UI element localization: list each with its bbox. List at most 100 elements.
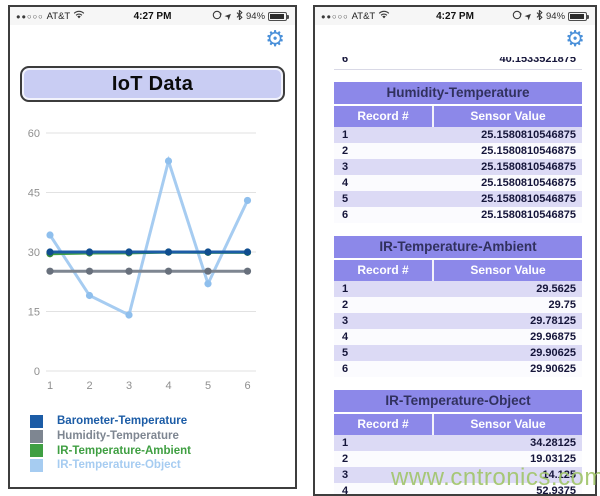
record-number: 2 — [342, 453, 349, 465]
table-column-header: Record # Sensor Value — [334, 260, 582, 281]
table-column-header: Record # Sensor Value — [334, 106, 582, 127]
sensor-value: 25.1580810546875 — [481, 209, 576, 221]
svg-text:30: 30 — [28, 247, 40, 259]
record-number: 6 — [342, 209, 349, 221]
table-title: IR-Temperature-Object — [334, 390, 582, 412]
sensor-table: IR-Temperature-Object Record # Sensor Valu… — [334, 390, 582, 496]
record-number: 6 — [342, 57, 349, 65]
column-header-cell: Sensor Value — [470, 109, 546, 123]
table-row: 1 34.28125 — [334, 435, 582, 451]
record-number: 6 — [342, 363, 349, 375]
sensor-value: 29.5625 — [536, 283, 576, 295]
column-header-cell: Sensor Value — [470, 417, 546, 431]
iot-line-chart: 0 15 30 45 60 1 2 3 4 5 6 — [10, 116, 295, 401]
sensor-value: 52.9375 — [536, 485, 576, 496]
legend-item: Humidity-Temperature — [30, 429, 191, 444]
rotation-lock-icon — [512, 10, 523, 23]
battery-percent-label: 94% — [246, 10, 266, 22]
location-arrow-icon: ➤ — [222, 9, 236, 22]
record-number: 2 — [342, 299, 349, 311]
carrier-label: AT&T — [46, 10, 71, 22]
svg-text:0: 0 — [34, 366, 40, 378]
legend-swatch — [30, 429, 43, 443]
status-bar: ●●○○○ AT&T 4:27 PM ➤ 94% — [10, 7, 295, 25]
battery-percent-label: 94% — [546, 10, 566, 22]
table-row: 5 25.1580810546875 — [334, 191, 582, 207]
svg-text:2: 2 — [86, 380, 92, 392]
sensor-value: 25.1580810546875 — [481, 129, 576, 141]
clock-label: 4:27 PM — [133, 10, 172, 22]
record-number: 3 — [342, 161, 349, 173]
record-number: 4 — [342, 485, 349, 496]
sensor-value: 19.03125 — [530, 453, 576, 465]
record-number: 5 — [342, 193, 349, 205]
battery-icon — [568, 11, 590, 21]
svg-text:6: 6 — [244, 380, 250, 392]
page-title: IoT Data — [20, 66, 285, 102]
nav-bar: ⚙ — [10, 25, 295, 57]
legend-item: IR-Temperature-Object — [30, 458, 191, 473]
table-row: 3 29.78125 — [334, 313, 582, 329]
table-row: 4 52.9375 — [334, 483, 582, 496]
table-body: 1 29.5625 2 29.75 3 29.78125 4 29.96875 5 29.9062… — [334, 281, 582, 377]
settings-gear-icon[interactable]: ⚙ — [265, 27, 285, 52]
clipped-table-row: 6 40.1533521875 — [334, 57, 582, 70]
sensor-value: 34.28125 — [530, 437, 576, 449]
wifi-icon — [378, 10, 390, 22]
column-header-cell: Sensor Value — [470, 263, 546, 277]
sensor-tables-scroll-area[interactable]: Humidity-Temperature Record # Sensor Value… — [334, 82, 582, 496]
legend-label: IR-Temperature-Object — [57, 459, 181, 472]
record-number: 5 — [342, 347, 349, 359]
legend-swatch — [30, 458, 43, 472]
page-title-label: IoT Data — [111, 72, 194, 95]
record-number: 2 — [342, 145, 349, 157]
table-body: 1 34.28125 2 19.03125 3 14.125 4 52.9375 — [334, 435, 582, 496]
sensor-value: 25.1580810546875 — [481, 177, 576, 189]
record-number: 4 — [342, 331, 349, 343]
phone-screenshot-left: ●●○○○ AT&T 4:27 PM ➤ 94% ⚙ IoT Data 0 15 3… — [8, 5, 297, 489]
table-row: 6 25.1580810546875 — [334, 207, 582, 223]
table-row: 1 25.1580810546875 — [334, 127, 582, 143]
carrier-label: AT&T — [351, 10, 376, 22]
rotation-lock-icon — [212, 10, 223, 23]
table-row: 2 29.75 — [334, 297, 582, 313]
column-header-cell: Record # — [334, 414, 434, 435]
wifi-icon — [73, 10, 85, 22]
sensor-value: 29.90625 — [530, 347, 576, 359]
table-title: Humidity-Temperature — [334, 82, 582, 104]
table-row: 1 29.5625 — [334, 281, 582, 297]
table-column-header: Record # Sensor Value — [334, 414, 582, 435]
column-header-cell: Record # — [334, 106, 434, 127]
svg-text:15: 15 — [28, 307, 40, 319]
status-bar: ●●○○○ AT&T 4:27 PM ➤ 94% — [315, 7, 595, 25]
location-arrow-icon: ➤ — [522, 9, 536, 22]
record-number: 1 — [342, 129, 349, 141]
table-row: 4 29.96875 — [334, 329, 582, 345]
legend-item: Barometer-Temperature — [30, 414, 191, 429]
table-row: 4 25.1580810546875 — [334, 175, 582, 191]
column-header-cell: Record # — [334, 260, 434, 281]
svg-text:3: 3 — [126, 380, 132, 392]
svg-text:45: 45 — [28, 188, 40, 200]
settings-gear-icon[interactable]: ⚙ — [565, 27, 585, 52]
sensor-value: 29.90625 — [530, 363, 576, 375]
battery-icon — [268, 11, 290, 21]
svg-text:1: 1 — [47, 380, 53, 392]
table-row: 2 19.03125 — [334, 451, 582, 467]
record-number: 3 — [342, 315, 349, 327]
table-row: 3 14.125 — [334, 467, 582, 483]
table-row: 5 29.90625 — [334, 345, 582, 361]
sensor-value: 25.1580810546875 — [481, 161, 576, 173]
sensor-table: Humidity-Temperature Record # Sensor Value… — [334, 82, 582, 223]
nav-bar: ⚙ — [315, 25, 595, 57]
legend-swatch — [30, 444, 43, 458]
record-number: 1 — [342, 437, 349, 449]
record-number: 4 — [342, 177, 349, 189]
sensor-value: 25.1580810546875 — [481, 145, 576, 157]
table-row: 3 25.1580810546875 — [334, 159, 582, 175]
record-number: 3 — [342, 469, 349, 481]
legend-item: IR-Temperature-Ambient — [30, 443, 191, 458]
legend-label: Barometer-Temperature — [57, 415, 188, 428]
phone-screenshot-right: ●●○○○ AT&T 4:27 PM ➤ 94% ⚙ 6 40.15335218… — [313, 5, 597, 496]
